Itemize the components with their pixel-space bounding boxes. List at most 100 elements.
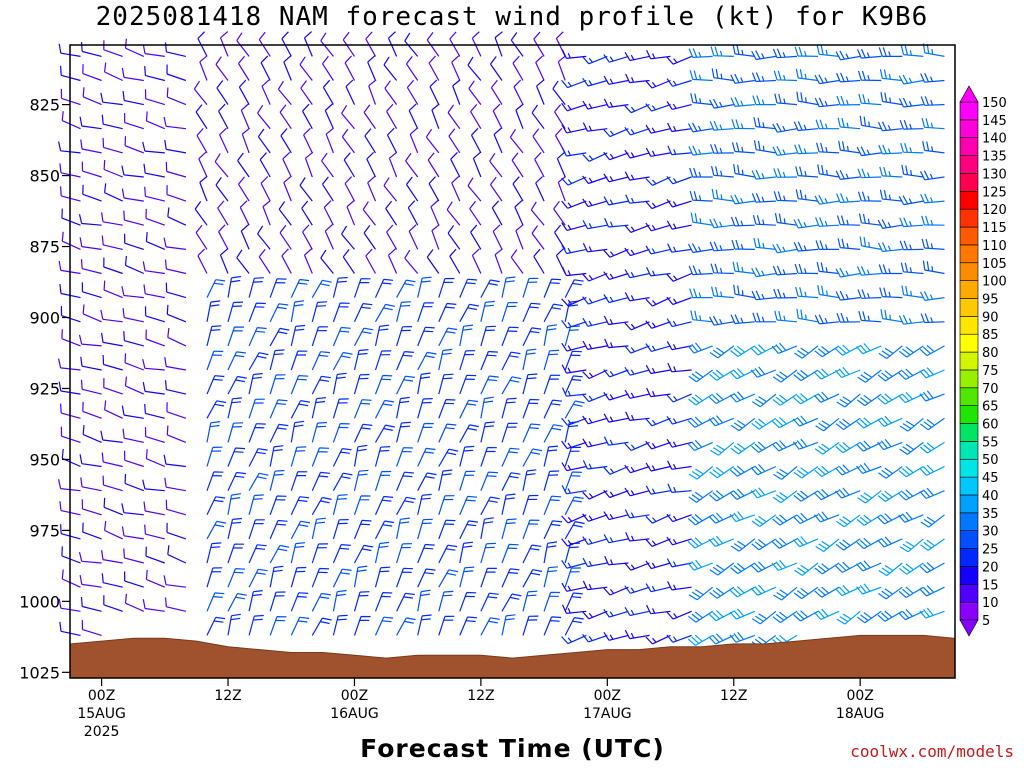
- wind-barb: [898, 368, 924, 380]
- wind-barb: [690, 93, 713, 106]
- wind-barb: [332, 472, 353, 491]
- wind-barb: [687, 416, 713, 428]
- wind-barb: [624, 629, 650, 640]
- wind-barb: [269, 616, 287, 636]
- wind-barb: [342, 31, 355, 57]
- wind-barb: [103, 378, 123, 395]
- wind-barb: [582, 490, 608, 500]
- wind-barb: [311, 471, 330, 491]
- colorbar-swatch: [959, 476, 979, 496]
- wind-barb: [561, 176, 587, 186]
- wind-barb: [103, 497, 123, 516]
- wind-barb: [729, 586, 756, 598]
- wind-barb: [142, 44, 165, 57]
- wind-barb: [900, 262, 924, 275]
- wind-barb: [206, 520, 227, 540]
- wind-barb: [522, 348, 537, 371]
- wind-barb: [417, 589, 431, 612]
- wind-barb: [290, 375, 309, 395]
- wind-barb: [459, 616, 478, 636]
- wind-barb: [793, 610, 819, 622]
- wind-barb: [552, 80, 566, 105]
- wind-barb: [227, 447, 246, 467]
- wind-barb: [582, 340, 608, 350]
- wind-barb: [332, 589, 347, 612]
- wind-barb: [282, 151, 292, 178]
- wind-barb: [753, 237, 776, 250]
- wind-barb: [564, 375, 583, 395]
- wind-barb: [237, 152, 250, 178]
- wind-barb: [164, 380, 187, 395]
- wind-barb: [624, 606, 650, 617]
- wind-barb: [603, 511, 629, 521]
- wind-barb: [238, 79, 250, 105]
- wind-barb: [417, 568, 436, 588]
- wind-barb: [792, 438, 819, 450]
- wind-barb: [750, 561, 777, 573]
- wind-barb: [279, 104, 292, 130]
- wind-barb: [901, 285, 924, 299]
- wind-barb: [815, 417, 840, 432]
- wind-barb: [311, 567, 330, 588]
- wind-barb: [425, 128, 440, 154]
- colorbar-swatch: [959, 298, 979, 317]
- wind-barb: [645, 462, 671, 472]
- wind-barb: [522, 302, 541, 323]
- colorbar-swatch: [959, 548, 979, 567]
- wind-barb: [332, 544, 351, 564]
- credit-link[interactable]: coolwx.com/models: [850, 742, 1014, 761]
- wind-barb: [582, 460, 608, 470]
- wind-barb: [121, 165, 144, 178]
- wind-barb: [501, 447, 520, 467]
- wind-barb: [859, 236, 882, 250]
- wind-barb: [711, 68, 734, 82]
- wind-barb: [771, 559, 798, 572]
- wind-barb: [522, 373, 538, 395]
- wind-barb: [248, 519, 265, 540]
- wind-barb: [124, 136, 145, 154]
- wind-barb: [332, 302, 350, 323]
- wind-barb: [374, 324, 390, 347]
- wind-barb: [480, 517, 494, 540]
- wind-barb: [857, 191, 882, 202]
- wind-barb: [324, 224, 334, 250]
- wind-barb: [121, 405, 144, 419]
- wind-barb: [121, 286, 144, 299]
- wind-barb: [751, 290, 776, 301]
- colorbar-label: 150: [982, 96, 1007, 111]
- wind-barb: [166, 185, 187, 202]
- wind-barb: [427, 152, 440, 178]
- wind-barb: [794, 562, 819, 576]
- wind-barb: [814, 97, 840, 108]
- wind-barb: [396, 447, 413, 467]
- wind-barb: [645, 538, 671, 547]
- wind-barb: [396, 517, 410, 540]
- wind-barb: [543, 374, 561, 395]
- wind-barb: [459, 399, 479, 419]
- wind-barb: [729, 391, 756, 403]
- wind-barb: [920, 72, 945, 83]
- wind-barb: [417, 276, 432, 298]
- wind-barb: [667, 362, 692, 373]
- wind-barb: [82, 401, 102, 419]
- wind-barb: [708, 535, 735, 547]
- wind-barb: [564, 617, 584, 636]
- wind-barb: [879, 68, 903, 82]
- wind-barb: [480, 542, 496, 564]
- wind-barb: [459, 591, 477, 612]
- wind-barb: [257, 225, 271, 250]
- wind-barb: [311, 351, 330, 371]
- wind-barb: [877, 490, 903, 503]
- wind-barb: [795, 286, 819, 299]
- wind-barb: [124, 593, 145, 612]
- wind-barb: [835, 538, 861, 551]
- x-tick-year: 2025: [84, 724, 120, 740]
- wind-barb: [60, 426, 81, 443]
- wind-barb: [143, 163, 165, 178]
- wind-barb: [878, 345, 903, 360]
- wind-barb: [564, 446, 581, 467]
- wind-barb: [837, 238, 861, 250]
- wind-barb: [814, 345, 840, 358]
- wind-barb: [438, 469, 453, 491]
- wind-barb: [533, 31, 545, 57]
